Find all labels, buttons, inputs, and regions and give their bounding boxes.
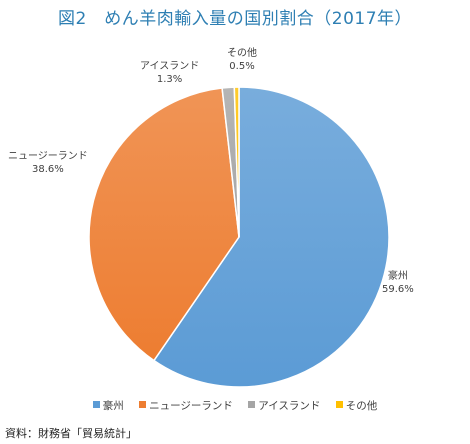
legend-item-iceland: アイスランド [248, 398, 320, 413]
chart-title: 図2 めん羊肉輸入量の国別割合（2017年） [57, 9, 413, 29]
data-label-name: その他 [227, 48, 257, 59]
legend: 豪州 ニュージーランド アイスランド その他 [0, 398, 470, 413]
data-label-value: 38.6% [32, 164, 64, 175]
data-label-value: 0.5% [229, 61, 255, 72]
source-note: 資料：財務省「貿易統計」 [5, 427, 137, 440]
data-label-australia: 豪州 59.6% [382, 270, 414, 296]
data-label-value: 59.6% [382, 284, 414, 295]
data-label-new-zealand: ニュージーランド 38.6% [8, 150, 88, 176]
data-label-name: アイスランド [140, 61, 200, 72]
legend-label: その他 [345, 400, 378, 412]
legend-swatch [335, 401, 343, 408]
legend-swatch [92, 401, 100, 408]
data-label-other: その他 0.5% [227, 47, 257, 73]
legend-label: アイスランド [258, 400, 321, 412]
legend-swatch [139, 401, 147, 408]
legend-item-new-zealand: ニュージーランド [139, 398, 233, 413]
slice-other [233, 86, 240, 238]
data-label-value: 1.3% [156, 74, 183, 85]
legend-label: ニュージーランド [149, 400, 233, 412]
slice-new-zealand [88, 87, 240, 362]
data-label-name: ニュージーランド [8, 151, 88, 162]
legend-item-australia: 豪州 [92, 398, 124, 413]
data-label-name: 豪州 [387, 271, 408, 282]
legend-item-other: その他 [335, 398, 378, 413]
slice-australia [152, 86, 390, 388]
legend-label: 豪州 [102, 400, 124, 412]
legend-swatch [248, 401, 256, 408]
data-label-iceland: アイスランド 1.3% [140, 60, 199, 86]
